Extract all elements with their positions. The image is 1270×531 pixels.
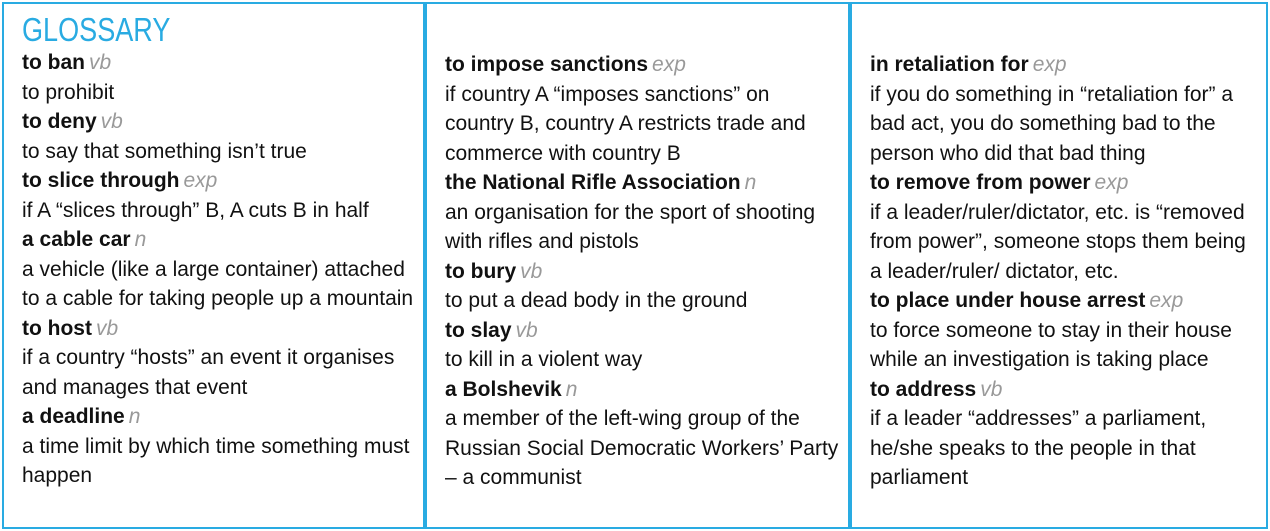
glossary-entry: the National Rifle Association n an organ…	[445, 168, 844, 257]
entry-part-of-speech: vb	[95, 316, 119, 340]
entry-term: the National Rifle Association	[445, 171, 741, 194]
entry-part-of-speech: exp	[1094, 171, 1129, 194]
column-1-content: GLOSSARY to ban vb to prohibit to deny vb …	[22, 12, 419, 491]
entry-term: to slice through	[22, 169, 180, 192]
entry-definition: to prohibit	[22, 80, 115, 104]
entry-part-of-speech: exp	[1032, 53, 1067, 76]
entry-term-line: to deny vb	[22, 107, 419, 137]
column-2-content: to impose sanctions exp if country A “imp…	[445, 50, 844, 493]
entry-part-of-speech: vb	[515, 318, 538, 342]
entry-term-line: to host vb	[22, 314, 419, 344]
entry-term: a Bolshevik	[445, 377, 562, 401]
entry-part-of-speech: exp	[1149, 289, 1184, 312]
entry-term-line: a Bolshevik n	[445, 375, 844, 405]
entry-definition: an organisation for the sport of shootin…	[445, 200, 816, 254]
entry-term: to deny	[22, 110, 97, 133]
glossary-entry: a Bolshevik n a member of the left-wing g…	[445, 375, 844, 493]
entry-term: to ban	[22, 51, 85, 74]
entry-definition: to say that something isn’t true	[22, 139, 307, 163]
entry-term-line: to ban vb	[22, 48, 419, 78]
entry-definition: if you do something in “retaliation for”…	[870, 82, 1234, 165]
glossary-entry: to address vb if a leader “addresses” a p…	[870, 375, 1262, 493]
entry-term-line: to place under house arrest exp	[870, 286, 1262, 316]
entry-term: a deadline	[22, 405, 125, 428]
entry-term: to remove from power	[870, 171, 1091, 194]
glossary-entry: to host vb if a country “hosts” an event …	[22, 314, 419, 403]
entry-definition: to put a dead body in the ground	[445, 289, 748, 312]
glossary-entry: to ban vb to prohibit	[22, 48, 419, 107]
entry-part-of-speech: exp	[652, 53, 686, 76]
entry-definition: to force someone to stay in their house …	[870, 318, 1232, 372]
entry-term-line: to remove from power exp	[870, 168, 1262, 198]
entry-term: to place under house arrest	[870, 289, 1146, 312]
glossary-entry: to place under house arrest exp to force …	[870, 286, 1262, 375]
entry-definition: if a leader/ruler/dictator, etc. is “rem…	[870, 200, 1246, 283]
glossary-entry: a deadline n a time limit by which time s…	[22, 402, 419, 491]
entry-definition: a member of the left-wing group of the R…	[445, 407, 839, 489]
entry-definition: if country A “imposes sanctions” on coun…	[445, 82, 806, 165]
glossary-column-1: GLOSSARY to ban vb to prohibit to deny vb …	[2, 2, 425, 529]
glossary-entry: to slice through exp if A “slices through…	[22, 166, 419, 225]
entry-definition: if A “slices through” B, A cuts B in hal…	[22, 198, 369, 222]
entry-definition: if a leader “addresses” a parliament, he…	[870, 407, 1207, 489]
entry-part-of-speech: vb	[980, 377, 1003, 401]
glossary-entry: to bury vb to put a dead body in the grou…	[445, 257, 844, 316]
entry-part-of-speech: exp	[183, 169, 218, 192]
entry-term-line: to slay vb	[445, 316, 844, 346]
glossary-entry: in retaliation for exp if you do somethin…	[870, 50, 1262, 168]
entry-term-line: to address vb	[870, 375, 1262, 405]
entry-definition: a vehicle (like a large container) attac…	[22, 257, 414, 311]
glossary-entry: to impose sanctions exp if country A “imp…	[445, 50, 844, 168]
glossary-column-3: in retaliation for exp if you do somethin…	[850, 2, 1268, 529]
glossary-entry: to slay vb to kill in a violent way	[445, 316, 844, 375]
entry-term: in retaliation for	[870, 53, 1029, 76]
entry-part-of-speech: vb	[520, 259, 543, 283]
entry-part-of-speech: n	[565, 377, 578, 401]
entry-term-line: in retaliation for exp	[870, 50, 1262, 80]
entry-definition: if a country “hosts” an event it organis…	[22, 346, 395, 399]
entry-term-line: a cable car n	[22, 225, 419, 255]
glossary-entry: to deny vb to say that something isn’t tr…	[22, 107, 419, 166]
entry-term: a cable car	[22, 228, 131, 251]
entry-definition: to kill in a violent way	[445, 348, 643, 371]
entry-part-of-speech: vb	[89, 51, 112, 74]
entry-part-of-speech: n	[744, 171, 757, 194]
column-3-content: in retaliation for exp if you do somethin…	[870, 50, 1262, 493]
entry-term-line: to bury vb	[445, 257, 844, 287]
entry-part-of-speech: n	[128, 405, 141, 428]
entry-term-line: to impose sanctions exp	[445, 50, 844, 80]
entry-term-line: to slice through exp	[22, 166, 419, 196]
glossary-entry: a cable car n a vehicle (like a large con…	[22, 225, 419, 314]
glossary-entry: to remove from power exp if a leader/rule…	[870, 168, 1262, 286]
glossary-column-2: to impose sanctions exp if country A “imp…	[425, 2, 850, 529]
entry-part-of-speech: n	[134, 228, 147, 251]
entry-definition: a time limit by which time something mus…	[22, 434, 410, 488]
entry-term: to bury	[445, 259, 517, 283]
entry-term: to address	[870, 377, 977, 401]
entry-part-of-speech: vb	[100, 110, 123, 133]
entry-term-line: a deadline n	[22, 402, 419, 432]
entry-term: to slay	[445, 318, 512, 342]
entry-term: to impose sanctions	[445, 53, 649, 76]
glossary-title: GLOSSARY	[22, 11, 171, 48]
entry-term-line: the National Rifle Association n	[445, 168, 844, 198]
entry-term: to host	[22, 316, 92, 340]
